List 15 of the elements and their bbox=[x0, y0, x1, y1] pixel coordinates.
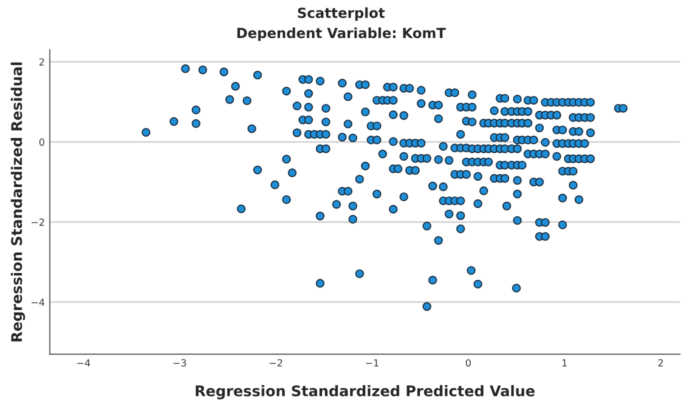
y-tick-label: −2 bbox=[32, 218, 44, 226]
y-tick-label: 0 bbox=[39, 138, 44, 146]
y-axis-title: Regression Standardized Residual bbox=[10, 62, 26, 342]
x-tick-label: −4 bbox=[77, 359, 90, 366]
y-tick-label: 2 bbox=[39, 58, 44, 66]
x-tick-label: 1 bbox=[562, 359, 567, 366]
chart-title: Scatterplot bbox=[298, 7, 385, 21]
x-tick-label: −3 bbox=[174, 359, 186, 367]
x-tick-label: 2 bbox=[658, 359, 663, 366]
chart-subtitle: Dependent Variable: KomT bbox=[237, 27, 446, 41]
x-tick-label: −2 bbox=[270, 359, 282, 366]
x-tick-label: 0 bbox=[466, 359, 471, 367]
y-tick-label: −4 bbox=[32, 298, 44, 306]
x-axis-title: Regression Standardized Predicted Value bbox=[196, 385, 535, 400]
x-tick-label: −1 bbox=[366, 359, 378, 366]
